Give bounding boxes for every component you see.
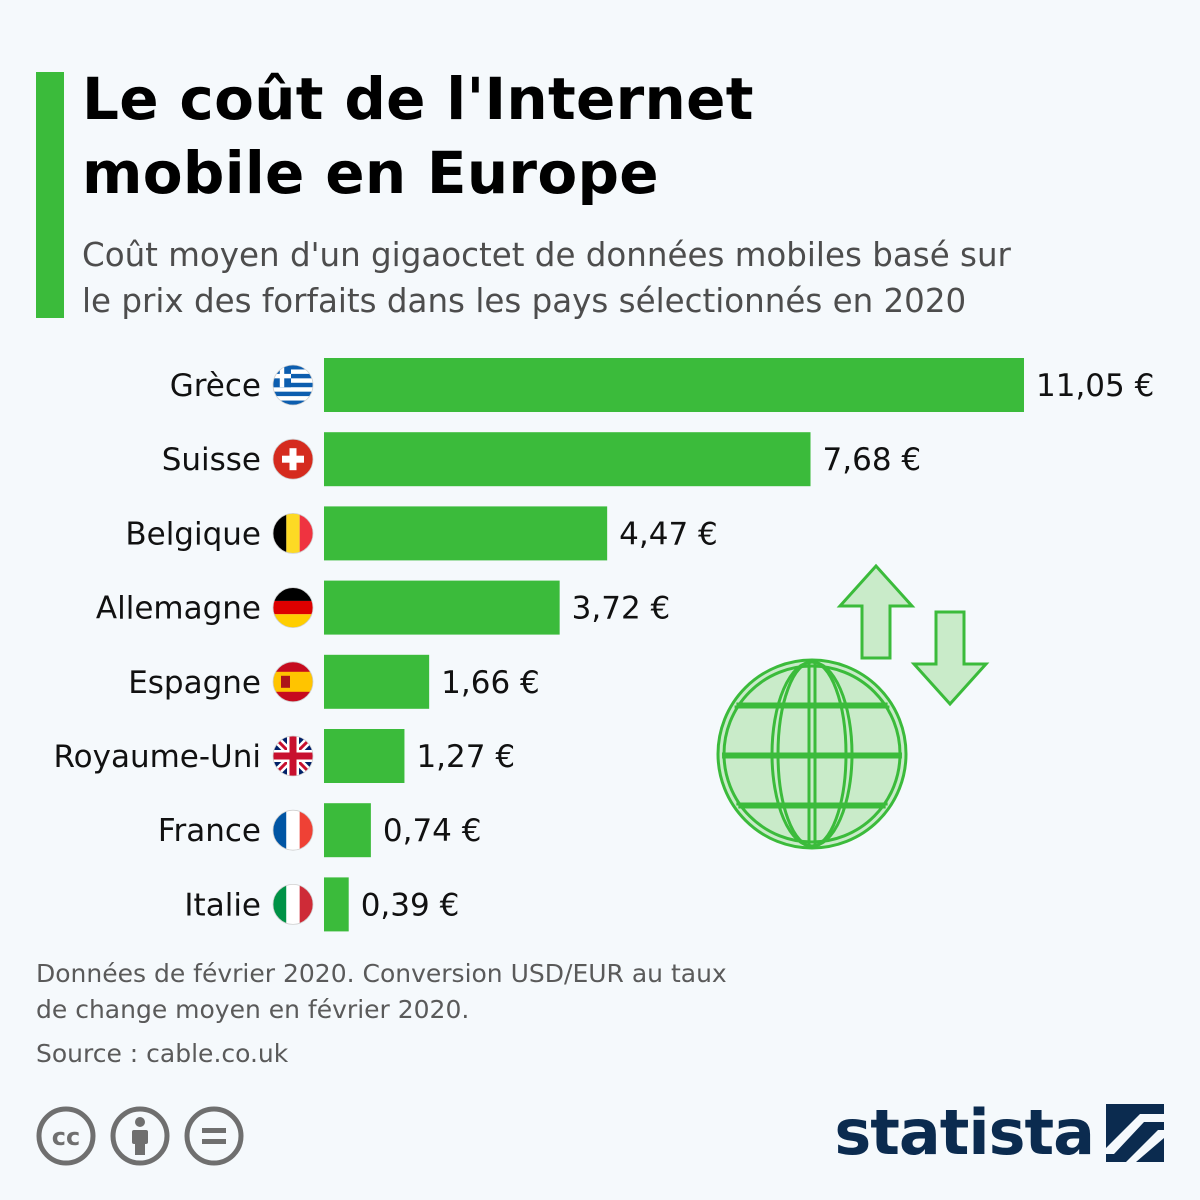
category-label-grece: Grèce xyxy=(170,368,261,404)
value-label-royaume-uni: 1,27 € xyxy=(416,739,515,775)
value-label-belgique: 4,47 € xyxy=(619,516,718,552)
bar-royaume-uni xyxy=(324,729,405,783)
bar-allemagne xyxy=(324,580,560,635)
footnote: Données de février 2020. Conversion USD/… xyxy=(36,956,836,1028)
source-text: Source : cable.co.uk xyxy=(36,1039,289,1068)
subtitle-line-1: Coût moyen d'un gigaoctet de données mob… xyxy=(82,236,1011,274)
bar-france xyxy=(324,803,371,858)
footnote-line-1: Données de février 2020. Conversion USD/… xyxy=(36,959,727,988)
bar-espagne xyxy=(324,654,430,709)
value-label-france: 0,74 € xyxy=(383,813,482,849)
bar-grece xyxy=(324,358,1024,412)
attribution-icon[interactable] xyxy=(110,1106,170,1166)
page-title: Le coût de l'Internet mobile en Europe xyxy=(82,62,754,210)
brand-name: statista xyxy=(834,1096,1095,1169)
germany-flag-icon xyxy=(272,587,314,629)
statista-logo[interactable]: statista xyxy=(834,1098,1164,1168)
belgium-flag-icon xyxy=(272,512,314,554)
subtitle-line-2: le prix des forfaits dans les pays sélec… xyxy=(82,282,967,320)
value-label-allemagne: 3,72 € xyxy=(572,591,671,627)
globe-with-arrows-icon xyxy=(716,563,990,850)
spain-flag-icon xyxy=(272,661,314,703)
value-label-grece: 11,05 € xyxy=(1036,368,1154,404)
value-label-espagne: 1,66 € xyxy=(441,665,540,701)
license-icons: cc xyxy=(36,1106,244,1166)
france-flag-icon xyxy=(272,809,314,851)
value-label-italie: 0,39 € xyxy=(361,887,460,923)
cc-icon[interactable]: cc xyxy=(36,1106,96,1166)
uk-flag-icon xyxy=(272,735,314,777)
footnote-line-2: de change moyen en février 2020. xyxy=(36,995,470,1024)
bar-belgique xyxy=(324,506,608,561)
title-line-2: mobile en Europe xyxy=(82,139,659,207)
bar-italie xyxy=(324,877,349,932)
category-label-royaume-uni: Royaume-Uni xyxy=(53,739,261,775)
bar-chart: Grèce 11,05 € Suisse 7,68 € Belgique 4,47 € Al… xyxy=(53,358,1154,932)
subtitle: Coût moyen d'un gigaoctet de données mob… xyxy=(82,232,1172,324)
title-line-1: Le coût de l'Internet xyxy=(82,65,754,133)
statista-logo-icon xyxy=(1106,1104,1164,1162)
category-label-italie: Italie xyxy=(184,887,261,923)
category-label-allemagne: Allemagne xyxy=(96,591,261,627)
svg-text:cc: cc xyxy=(52,1123,80,1151)
greece-flag-icon xyxy=(272,364,314,406)
bar-suisse xyxy=(324,432,811,487)
italy-flag-icon xyxy=(272,884,314,925)
no-derivatives-icon[interactable] xyxy=(184,1106,244,1166)
category-label-suisse: Suisse xyxy=(162,442,261,478)
switzerland-flag-icon xyxy=(272,438,314,480)
title-accent-bar xyxy=(36,72,64,318)
category-label-france: France xyxy=(158,813,261,849)
category-label-belgique: Belgique xyxy=(125,516,261,552)
value-label-suisse: 7,68 € xyxy=(823,442,922,478)
category-label-espagne: Espagne xyxy=(128,665,261,701)
